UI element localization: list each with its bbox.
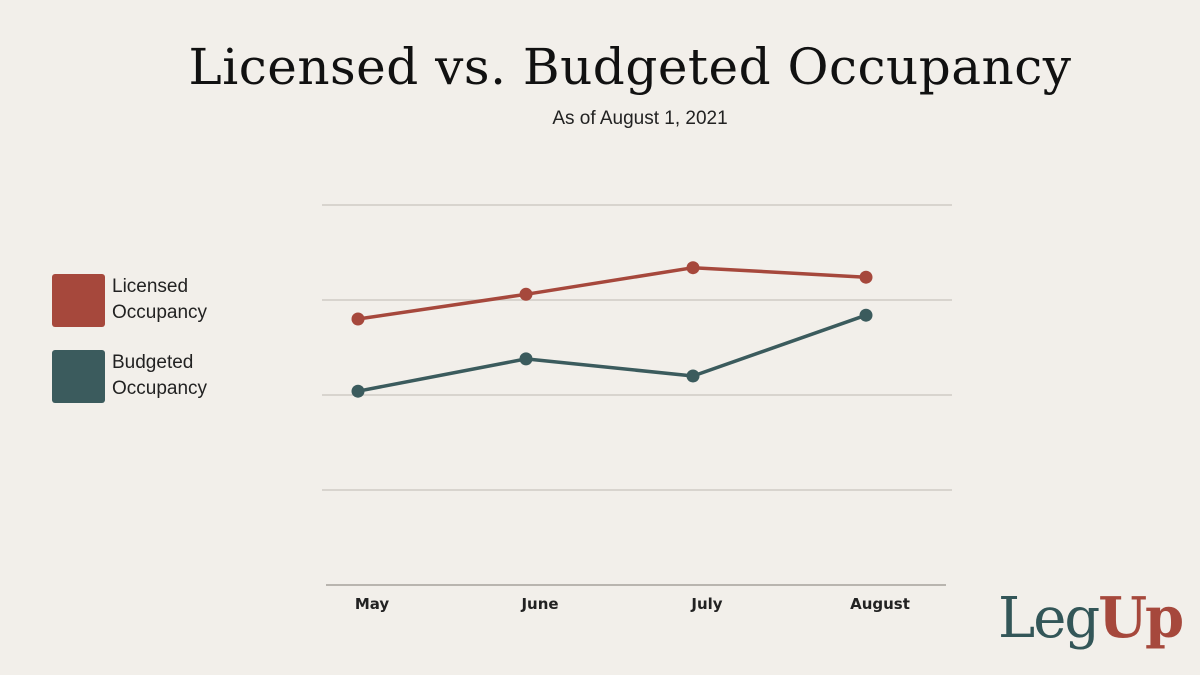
legup-logo: LegUp [998,585,1184,651]
data-point [351,384,365,398]
data-point [519,287,533,301]
legend-item-budgeted: Budgeted Occupancy [52,349,232,403]
data-point [859,270,873,284]
series-line-0 [356,265,868,321]
legend-label-budgeted-line2: Occupancy [112,378,208,399]
chart-subtitle: As of August 1, 2021 [552,108,728,129]
legend-label-budgeted: Budgeted Occupancy [112,350,232,402]
legend-swatch-budgeted [52,349,105,403]
series-line-1 [356,313,868,393]
legend-label-licensed: Licensed Occupancy [112,274,232,326]
x-tick-label: May [355,595,390,613]
logo-up: Up [1098,585,1184,651]
x-tick-label: July [690,595,722,613]
x-tick-label: August [850,595,910,613]
legend-label-licensed-line1: Licensed [112,276,189,297]
x-tick-label: June [520,595,558,613]
data-point [351,312,365,326]
chart-title: Licensed vs. Budgeted Occupancy [188,38,1072,96]
data-point [519,352,533,366]
data-point [686,369,700,383]
legend-label-budgeted-line1: Budgeted [112,352,194,373]
data-point [686,261,700,275]
legend-item-licensed: Licensed Occupancy [52,273,232,327]
logo-leg: Leg [998,586,1100,651]
data-point [859,308,873,322]
legend: Licensed Occupancy Budgeted Occupancy [52,273,232,425]
legend-swatch-licensed [52,273,105,327]
legend-label-licensed-line2: Occupancy [112,302,208,323]
